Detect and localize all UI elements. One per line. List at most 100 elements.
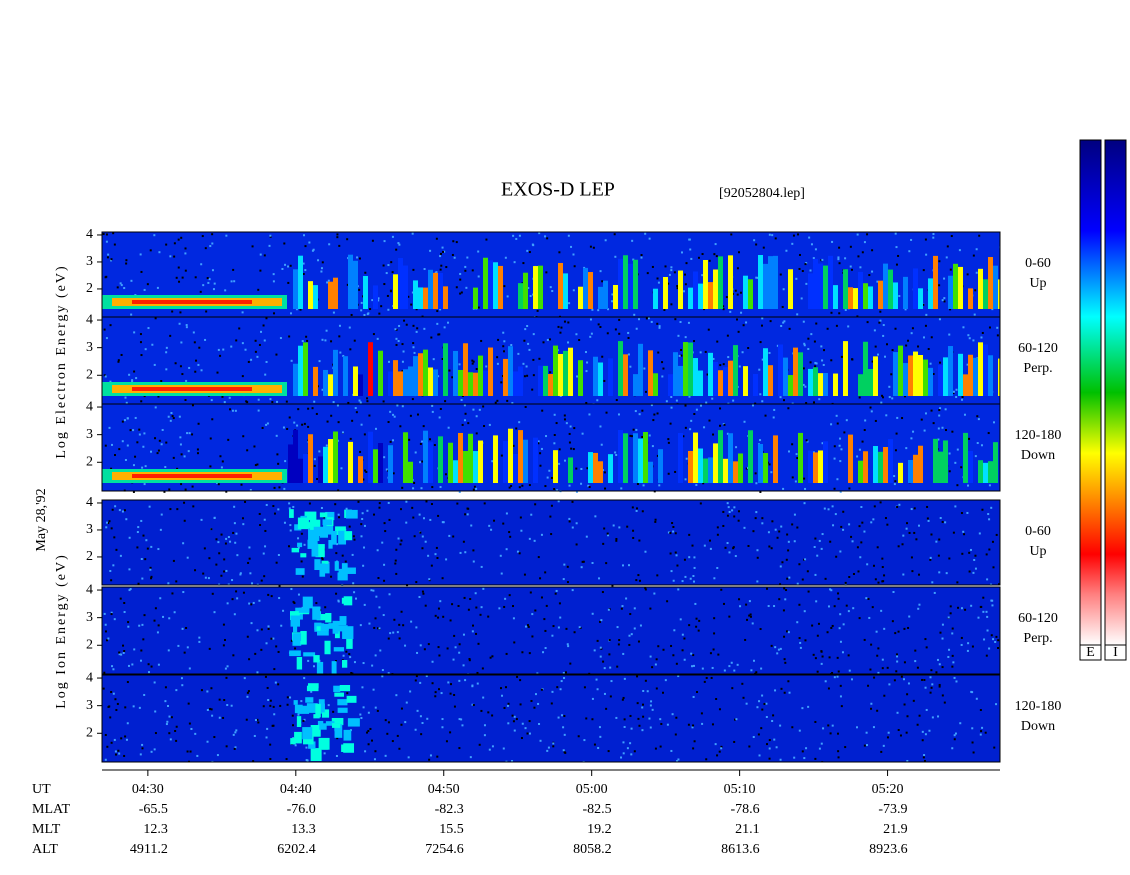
noise	[963, 533, 966, 536]
noise	[336, 233, 339, 236]
noise	[231, 598, 234, 601]
noise	[392, 439, 395, 442]
noise	[814, 757, 817, 760]
noise	[560, 680, 563, 683]
noise	[976, 415, 979, 418]
noise	[171, 310, 174, 313]
panel-background	[102, 675, 1000, 762]
noise	[692, 724, 695, 727]
noise	[948, 557, 951, 560]
noise	[531, 613, 534, 616]
noise	[935, 540, 938, 543]
noise	[410, 620, 413, 623]
noise	[259, 269, 262, 272]
noise	[887, 731, 890, 734]
noise	[419, 442, 422, 445]
noise	[553, 442, 556, 445]
burst	[983, 462, 988, 483]
noise	[395, 328, 398, 331]
noise	[118, 752, 121, 755]
burst	[319, 563, 326, 577]
noise	[603, 379, 606, 382]
noise	[774, 528, 777, 531]
noise	[399, 508, 402, 511]
noise	[896, 416, 899, 419]
noise	[411, 506, 414, 509]
noise	[983, 638, 986, 641]
noise	[405, 701, 408, 704]
burst	[293, 269, 298, 309]
noise	[884, 355, 887, 358]
noise	[258, 512, 261, 515]
noise	[113, 738, 116, 741]
noise	[277, 650, 280, 653]
burst	[518, 430, 523, 483]
noise	[469, 598, 472, 601]
noise	[531, 635, 534, 638]
noise	[787, 407, 790, 410]
noise	[232, 531, 235, 534]
noise	[617, 413, 620, 416]
burst	[503, 358, 508, 396]
noise	[409, 414, 412, 417]
noise	[325, 444, 328, 447]
noise	[814, 248, 817, 251]
noise	[629, 434, 632, 437]
noise	[971, 691, 974, 694]
noise	[258, 343, 261, 346]
panel-frame	[101, 499, 1001, 586]
noise	[747, 544, 750, 547]
burst	[768, 365, 773, 396]
noise	[975, 697, 978, 700]
noise	[758, 368, 761, 371]
noise	[225, 234, 228, 237]
burst	[593, 356, 598, 396]
noise	[696, 691, 699, 694]
noise	[770, 547, 773, 550]
noise	[559, 395, 562, 398]
noise	[374, 750, 377, 753]
noise	[174, 729, 177, 732]
noise	[751, 622, 754, 625]
noise	[776, 344, 779, 347]
noise	[684, 283, 687, 286]
noise	[603, 692, 606, 695]
noise	[687, 321, 690, 324]
burst	[488, 347, 493, 396]
noise	[105, 639, 108, 642]
noise	[504, 686, 507, 689]
noise	[824, 577, 827, 580]
noise	[133, 331, 136, 334]
noise	[856, 315, 859, 318]
noise	[356, 256, 359, 259]
noise	[673, 629, 676, 632]
noise	[311, 407, 314, 410]
noise	[378, 606, 381, 609]
noise	[175, 689, 178, 692]
noise	[310, 690, 313, 693]
noise	[628, 643, 631, 646]
noise	[344, 560, 347, 563]
panel-background	[102, 587, 1000, 674]
noise	[948, 452, 951, 455]
noise	[169, 334, 172, 337]
burst	[678, 270, 683, 309]
noise	[308, 241, 311, 244]
noise	[458, 363, 461, 366]
noise	[918, 714, 921, 717]
noise	[952, 392, 955, 395]
noise	[376, 709, 379, 712]
noise	[876, 546, 879, 549]
burst	[345, 509, 358, 519]
noise	[931, 716, 934, 719]
noise	[251, 582, 254, 585]
noise	[888, 396, 891, 399]
noise	[372, 589, 375, 592]
noise	[143, 483, 146, 486]
noise	[812, 451, 815, 454]
noise	[581, 560, 584, 563]
noise	[880, 401, 883, 404]
noise	[537, 440, 540, 443]
noise	[208, 647, 211, 650]
noise	[465, 286, 468, 289]
